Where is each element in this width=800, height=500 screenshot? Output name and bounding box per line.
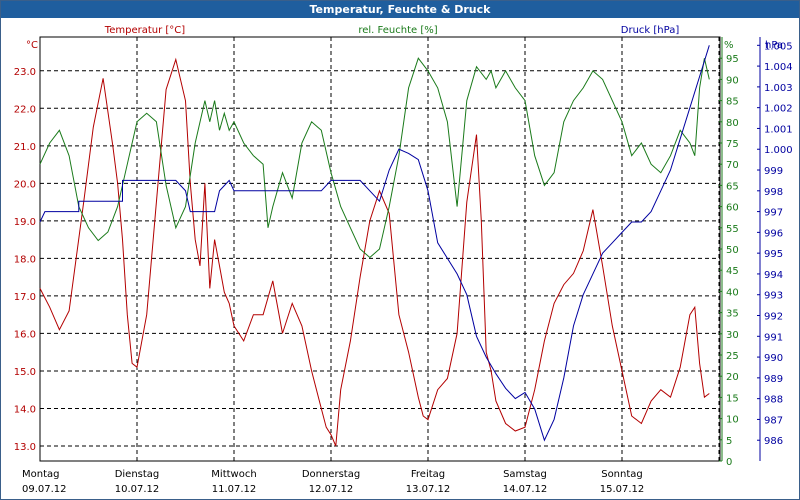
- x-date-label: 12.07.12: [309, 484, 354, 495]
- x-day-label: Freitag: [411, 469, 445, 480]
- temperature-tick-label: 14.0: [14, 404, 36, 415]
- temperature-tick-label: 15.0: [14, 367, 36, 378]
- pressure-tick-label: 988: [764, 395, 783, 406]
- x-day-label: Montag: [22, 469, 59, 480]
- pressure-tick-label: 1.002: [764, 104, 793, 115]
- pressure-tick-label: 1.005: [764, 41, 793, 52]
- pressure-tick-label: 1.003: [764, 83, 793, 94]
- temperature-tick-label: 13.0: [14, 442, 36, 453]
- pressure-tick-label: 998: [764, 187, 783, 198]
- x-day-label: Dienstag: [115, 469, 160, 480]
- pressure-tick-label: 989: [764, 374, 783, 385]
- axis-headers: °C Temperatur [°C] rel. Feuchte [%] Druc…: [26, 25, 783, 51]
- humidity-tick-label: 95: [726, 54, 739, 65]
- pressure-tick-label: 987: [764, 415, 783, 426]
- humidity-tick-label: 40: [726, 287, 739, 298]
- pressure-tick-label: 992: [764, 312, 783, 323]
- temperature-axis: 13.0 14.0 15.0 16.0 17.0 18.0 19.0 20.0 21.0 22.0…: [14, 67, 36, 453]
- x-date-label: 15.07.12: [600, 484, 645, 495]
- series-lines: [39, 45, 710, 447]
- temperature-axis-label: Temperatur [°C]: [104, 25, 185, 36]
- pressure-tick-label: 993: [764, 291, 783, 302]
- pressure-tick-label: 990: [764, 353, 783, 364]
- temperature-tick-label: 17.0: [14, 292, 36, 303]
- humidity-tick-label: 0: [726, 457, 732, 468]
- humidity-tick-label: 30: [726, 330, 739, 341]
- x-day-label: Sonntag: [601, 469, 643, 480]
- humidity-tick-label: 70: [726, 160, 739, 171]
- temperature-unit-label: °C: [26, 40, 38, 51]
- pressure-tick-label: 1.000: [764, 145, 793, 156]
- humidity-tick-label: 60: [726, 203, 739, 214]
- humidity-tick-label: 55: [726, 224, 739, 235]
- x-day-label: Donnerstag: [302, 469, 360, 480]
- temperature-tick-label: 16.0: [14, 329, 36, 340]
- temperature-tick-label: 22.0: [14, 104, 36, 115]
- pressure-tick-label: 997: [764, 208, 783, 219]
- temperature-tick-label: 20.0: [14, 179, 36, 190]
- pressure-axis: 986 987 988 989 990 991 992 993 994 995 996 997 998 9…: [757, 37, 793, 461]
- x-day-label: Mittwoch: [211, 469, 256, 480]
- pressure-axis-label: Druck [hPa]: [621, 25, 680, 36]
- x-day-label: Samstag: [503, 469, 547, 480]
- humidity-series-line: [39, 57, 710, 259]
- humidity-tick-label: 75: [726, 139, 739, 150]
- temperature-tick-label: 21.0: [14, 142, 36, 153]
- pressure-tick-label: 995: [764, 249, 783, 260]
- pressure-tick-label: 996: [764, 228, 783, 239]
- humidity-tick-label: 10: [726, 415, 739, 426]
- humidity-tick-label: 5: [726, 436, 732, 447]
- humidity-tick-label: 45: [726, 266, 739, 277]
- x-date-label: 09.07.12: [22, 484, 67, 495]
- humidity-tick-label: 85: [726, 97, 739, 108]
- x-axis: Montag 09.07.12 Dienstag 10.07.12 Mittwoch 11…: [22, 469, 644, 495]
- humidity-axis: 0 5 10 15 20 25 30 35 40 45 50 55 60 65 70 75 80 85 90 95: [719, 37, 739, 468]
- pressure-tick-label: 986: [764, 436, 783, 447]
- x-date-label: 14.07.12: [503, 484, 548, 495]
- humidity-unit-label: %: [724, 40, 734, 51]
- humidity-tick-label: 15: [726, 393, 739, 404]
- humidity-tick-label: 90: [726, 75, 739, 86]
- humidity-tick-label: 80: [726, 118, 739, 129]
- x-date-label: 13.07.12: [406, 484, 451, 495]
- pressure-tick-label: 1.001: [764, 124, 793, 135]
- pressure-series-line: [39, 45, 710, 442]
- humidity-tick-label: 50: [726, 245, 739, 256]
- humidity-tick-label: 25: [726, 351, 739, 362]
- humidity-tick-label: 65: [726, 181, 739, 192]
- humidity-tick-label: 35: [726, 309, 739, 320]
- temperature-tick-label: 18.0: [14, 254, 36, 265]
- temperature-tick-label: 19.0: [14, 217, 36, 228]
- pressure-unit-label: hPa: [765, 40, 783, 51]
- temperature-series-line: [39, 57, 710, 447]
- pressure-tick-label: 999: [764, 166, 783, 177]
- pressure-tick-label: 991: [764, 332, 783, 343]
- humidity-tick-label: 20: [726, 372, 739, 383]
- x-date-label: 10.07.12: [115, 484, 160, 495]
- chart-title: Temperatur, Feuchte & Druck: [1, 1, 799, 18]
- pressure-tick-label: 994: [764, 270, 783, 281]
- x-date-label: 11.07.12: [212, 484, 257, 495]
- temperature-tick-label: 23.0: [14, 67, 36, 78]
- pressure-tick-label: 1.004: [764, 62, 793, 73]
- humidity-axis-label: rel. Feuchte [%]: [358, 25, 437, 36]
